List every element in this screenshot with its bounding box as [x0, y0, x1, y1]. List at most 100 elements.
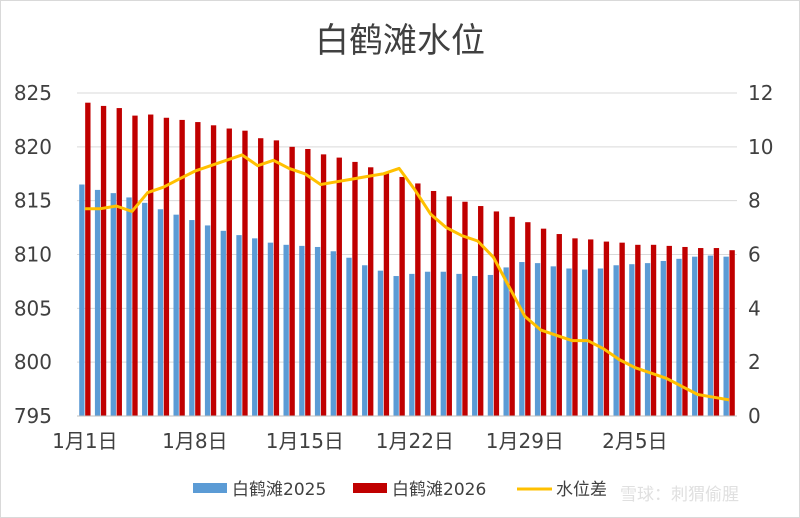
- bar-2025: [487, 274, 494, 416]
- bar-2026: [572, 238, 578, 416]
- x-tick-label: 1月1日: [52, 429, 117, 453]
- left-axis-ticks: 795 800 805 810 815 820 825: [14, 81, 52, 428]
- right-tick-label: 6: [748, 243, 761, 267]
- bar-2026: [619, 242, 625, 416]
- bar-2026: [509, 216, 515, 416]
- bar-2025: [503, 267, 509, 416]
- bar-2025: [424, 271, 431, 416]
- bar-2025: [519, 262, 525, 416]
- bar-2025: [472, 276, 478, 416]
- series-2026-bars: [85, 102, 735, 417]
- bar-2025: [456, 273, 462, 416]
- left-tick-label: 815: [14, 189, 52, 213]
- bar-2025: [189, 220, 195, 416]
- bar-2025: [629, 264, 635, 416]
- legend: 白鹤滩2025 白鹤滩2026 水位差: [193, 480, 607, 500]
- bar-2026: [650, 244, 657, 416]
- right-tick-label: 12: [748, 81, 773, 105]
- bar-2026: [210, 125, 217, 417]
- bar-2025: [157, 209, 164, 416]
- bar-2026: [226, 128, 232, 416]
- bar-2025: [362, 265, 368, 416]
- bar-2026: [666, 245, 672, 416]
- bar-2025: [377, 270, 384, 416]
- bar-2025: [393, 276, 399, 416]
- bar-2025: [79, 184, 85, 416]
- right-tick-label: 2: [748, 350, 761, 374]
- bar-2026: [352, 161, 358, 416]
- bar-2026: [258, 138, 264, 416]
- legend-label-2026: 白鹤滩2026: [392, 480, 486, 500]
- bar-2026: [729, 250, 735, 416]
- bar-2025: [644, 263, 651, 416]
- bar-2026: [336, 157, 342, 416]
- right-tick-label: 8: [748, 189, 761, 213]
- left-tick-label: 825: [14, 81, 52, 105]
- bar-2025: [440, 271, 446, 416]
- bar-2026: [116, 108, 122, 416]
- diff-polyline: [84, 153, 730, 402]
- legend-label-diff: 水位差: [556, 480, 607, 500]
- bar-2026: [320, 154, 327, 416]
- legend-swatch-2026: [353, 483, 387, 493]
- bar-2025: [94, 189, 101, 416]
- bar-2026: [163, 117, 170, 416]
- bar-2026: [415, 183, 421, 416]
- bar-2026: [493, 211, 500, 416]
- bar-2026: [179, 119, 185, 417]
- x-axis-ticks: 1月1日 1月8日 1月15日 1月22日 1月29日 2月5日: [52, 429, 667, 453]
- bar-2026: [305, 148, 311, 416]
- series-2025-bars: [79, 184, 729, 416]
- bar-2026: [713, 248, 720, 416]
- bar-2026: [682, 246, 688, 416]
- left-tick-label: 795: [14, 404, 52, 428]
- bar-2026: [430, 190, 437, 416]
- bar-2026: [195, 122, 201, 416]
- bar-2025: [173, 214, 179, 416]
- left-tick-label: 810: [14, 243, 52, 267]
- bar-2026: [242, 130, 248, 416]
- bar-2026: [462, 201, 468, 416]
- bar-2025: [204, 225, 211, 416]
- bar-2025: [597, 268, 604, 416]
- bar-2025: [692, 256, 698, 416]
- bar-2026: [148, 114, 154, 417]
- chart-title: 白鹤滩水位: [315, 21, 485, 61]
- bar-2025: [723, 256, 729, 416]
- bar-2026: [698, 248, 704, 416]
- bar-2026: [635, 244, 641, 416]
- bar-2026: [540, 228, 547, 416]
- legend-label-2025: 白鹤滩2025: [232, 480, 326, 500]
- bar-2025: [314, 246, 321, 416]
- bar-2026: [603, 241, 610, 416]
- left-tick-label: 820: [14, 135, 52, 159]
- bar-2025: [267, 242, 274, 416]
- bar-2026: [100, 105, 107, 417]
- bar-2025: [676, 258, 682, 416]
- bar-2026: [588, 239, 594, 416]
- bar-2025: [110, 193, 116, 416]
- bar-2026: [368, 167, 374, 416]
- x-tick-label: 1月22日: [376, 429, 454, 453]
- bar-2026: [85, 102, 91, 416]
- bar-2025: [142, 202, 148, 416]
- bar-2026: [399, 176, 405, 416]
- right-tick-label: 4: [748, 296, 761, 320]
- bar-2025: [252, 238, 258, 416]
- bar-2025: [660, 260, 666, 416]
- bar-2026: [478, 206, 484, 416]
- x-tick-label: 1月15日: [266, 429, 344, 453]
- left-tick-label: 805: [14, 296, 52, 320]
- bar-2025: [299, 245, 305, 416]
- bar-2026: [289, 146, 295, 417]
- bar-2025: [330, 251, 336, 416]
- right-tick-label: 0: [748, 404, 761, 428]
- bar-2026: [132, 115, 138, 417]
- bar-2026: [273, 140, 280, 416]
- bar-2025: [283, 244, 289, 416]
- bar-2025: [550, 266, 556, 416]
- bar-2026: [556, 234, 562, 416]
- x-tick-label: 1月8日: [162, 429, 227, 453]
- watermark: 雪球：刺猬偷腥: [620, 485, 739, 505]
